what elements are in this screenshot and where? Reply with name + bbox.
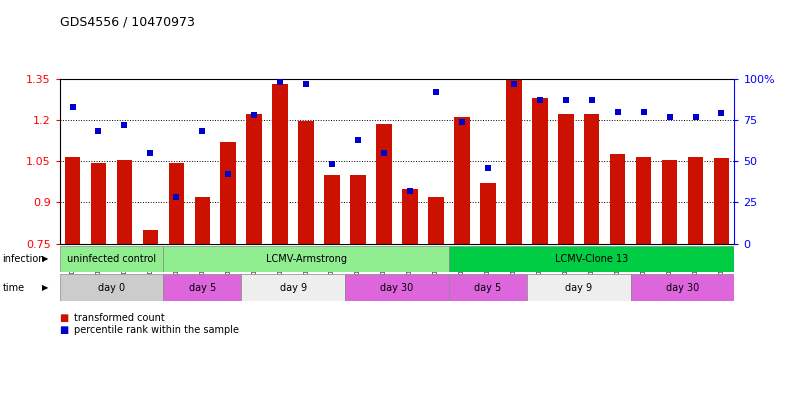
Text: percentile rank within the sample: percentile rank within the sample [74, 325, 239, 335]
Text: day 9: day 9 [565, 283, 592, 293]
Bar [246, 114, 262, 244]
Text: LCMV-Clone 13: LCMV-Clone 13 [555, 254, 628, 264]
Text: infection: infection [2, 254, 45, 264]
Text: ▶: ▶ [42, 255, 48, 263]
Point [585, 97, 598, 103]
Point [326, 161, 338, 167]
Point [352, 136, 364, 143]
Bar [324, 175, 340, 244]
Bar [506, 77, 522, 244]
Bar [376, 124, 391, 244]
Bar [241, 274, 345, 301]
Text: LCMV-Armstrong: LCMV-Armstrong [266, 254, 347, 264]
Point [560, 97, 572, 103]
Bar [428, 197, 444, 244]
Bar [65, 157, 80, 244]
Bar [449, 274, 526, 301]
Point [611, 108, 624, 115]
Point [118, 122, 131, 128]
Bar [299, 121, 314, 244]
Point [507, 81, 520, 87]
Bar [164, 274, 241, 301]
Point [222, 171, 235, 178]
Point [638, 108, 650, 115]
Point [689, 114, 702, 120]
Text: day 9: day 9 [279, 283, 306, 293]
Bar [480, 183, 495, 244]
Bar [688, 157, 703, 244]
Text: day 30: day 30 [666, 283, 700, 293]
Text: ▶: ▶ [42, 283, 48, 292]
Point [66, 103, 79, 110]
Point [274, 79, 287, 85]
Bar [221, 142, 236, 244]
Bar [714, 158, 729, 244]
Bar [350, 175, 366, 244]
Point [481, 165, 494, 171]
Bar [164, 246, 449, 272]
Point [300, 81, 313, 87]
Text: transformed count: transformed count [74, 313, 164, 323]
Point [663, 114, 676, 120]
Text: GDS4556 / 10470973: GDS4556 / 10470973 [60, 16, 195, 29]
Point [430, 89, 442, 95]
Bar [454, 117, 470, 244]
Bar [168, 162, 184, 244]
Bar [91, 162, 106, 244]
Bar [195, 197, 210, 244]
Bar [610, 154, 626, 244]
Bar [403, 189, 418, 244]
Text: ■: ■ [60, 313, 69, 323]
Point [170, 194, 183, 200]
Point [248, 112, 260, 118]
Bar [532, 98, 548, 244]
Bar [143, 230, 158, 244]
Bar [661, 160, 677, 244]
Bar [117, 160, 133, 244]
Bar [60, 274, 164, 301]
Text: time: time [2, 283, 25, 293]
Bar [449, 246, 734, 272]
Text: day 5: day 5 [474, 283, 502, 293]
Text: day 5: day 5 [189, 283, 216, 293]
Bar [345, 274, 449, 301]
Point [144, 150, 156, 156]
Bar [60, 246, 164, 272]
Point [196, 128, 209, 134]
Point [403, 188, 416, 194]
Text: ■: ■ [60, 325, 69, 335]
Bar [584, 114, 599, 244]
Point [456, 118, 468, 125]
Text: day 30: day 30 [380, 283, 414, 293]
Bar [636, 157, 651, 244]
Bar [630, 274, 734, 301]
Bar [526, 274, 630, 301]
Point [92, 128, 105, 134]
Point [378, 150, 391, 156]
Bar [558, 114, 573, 244]
Point [534, 97, 546, 103]
Point [715, 110, 728, 116]
Text: day 0: day 0 [98, 283, 125, 293]
Text: uninfected control: uninfected control [67, 254, 156, 264]
Bar [272, 84, 288, 244]
